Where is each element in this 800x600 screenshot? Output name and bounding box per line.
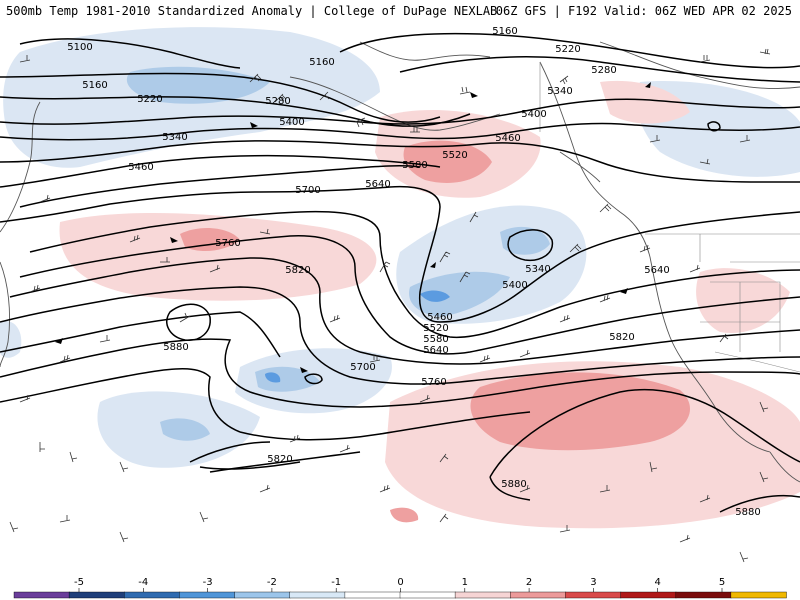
contour-label: 5400 (502, 280, 527, 291)
colorbar-segment (124, 591, 181, 599)
colorbar-tick-labels: -5 -4 -3 -2 -1 0 1 2 3 4 5 (74, 577, 725, 592)
colorbar-segments (13, 591, 787, 599)
contour-label: 5160 (492, 26, 517, 37)
contour-label: 5220 (137, 94, 162, 105)
colorbar-segment (675, 591, 732, 599)
colorbar-segment (565, 591, 622, 599)
colorbar-segment (730, 591, 787, 599)
colorbar-tick-label: 1 (462, 577, 468, 588)
contour-label: 5340 (547, 86, 572, 97)
colorbar-tick-label: 2 (526, 577, 532, 588)
contour-label: 5700 (295, 185, 320, 196)
anomaly-colorbar: -5 -4 -3 -2 -1 0 1 2 3 4 5 (0, 573, 800, 600)
contour-label: 5820 (609, 332, 634, 343)
contour-label: 5280 (591, 65, 616, 76)
contour-label: 5100 (67, 42, 92, 53)
contour-label: 5580 (402, 160, 427, 171)
colorbar-segment (13, 591, 70, 599)
colorbar-tick-label: -1 (331, 577, 341, 588)
contour-label: 5880 (163, 342, 188, 353)
map-title: 500mb Temp 1981-2010 Standardized Anomal… (6, 4, 498, 18)
colorbar-tick-label: 4 (655, 577, 661, 588)
height-contours (0, 32, 800, 513)
contour-label: 5820 (285, 265, 310, 276)
colorbar-tick-label: 3 (590, 577, 596, 588)
weather-map: 5100 5160 5160 5160 5220 5220 5280 5280 5340 5340… (0, 22, 800, 573)
colorbar-segment (620, 591, 677, 599)
contour-label: 5640 (644, 265, 669, 276)
colorbar-segment (68, 591, 125, 599)
colorbar-tick-label: -4 (138, 577, 148, 588)
wind-barbs (9, 48, 771, 563)
model-valid-time: 06Z GFS | F192 Valid: 06Z WED APR 02 202… (495, 4, 792, 18)
contour-label: 5580 (423, 334, 448, 345)
wind-flags (55, 82, 651, 373)
contour-label: 5460 (128, 162, 153, 173)
contour-label: 5400 (279, 117, 304, 128)
colorbar-segment (289, 591, 346, 599)
contour-label: 5460 (495, 133, 520, 144)
colorbar-segment (399, 591, 456, 599)
contour-label: 5820 (267, 454, 292, 465)
contour-label: 5520 (423, 323, 448, 334)
contour-label: 5700 (350, 362, 375, 373)
colorbar-tick-label: 5 (719, 577, 725, 588)
contour-label: 5160 (82, 80, 107, 91)
contour-label: 5640 (423, 345, 448, 356)
contour-label: 5400 (521, 109, 546, 120)
contour-label: 5760 (215, 238, 240, 249)
colorbar-segment (234, 591, 291, 599)
boundaries (539, 62, 800, 373)
colorbar-segment (344, 591, 401, 599)
contour-label: 5880 (735, 507, 760, 518)
colorbar-tick-label: 0 (397, 577, 403, 588)
map-header: 500mb Temp 1981-2010 Standardized Anomal… (0, 0, 800, 22)
contour-label: 5340 (162, 132, 187, 143)
coastlines (0, 41, 800, 483)
contour-label: 5340 (525, 264, 550, 275)
colorbar-segment (179, 591, 236, 599)
warm-anomaly-central-pacific (59, 212, 377, 301)
contour-label: 5280 (265, 96, 290, 107)
contour-label: 5220 (555, 44, 580, 55)
contour-label: 5880 (501, 479, 526, 490)
colorbar-tick-label: -5 (74, 577, 84, 588)
colorbar-segment (454, 591, 511, 599)
contour-label: 5760 (421, 377, 446, 388)
contour-label: 5160 (309, 57, 334, 68)
contour-label: 5460 (427, 312, 452, 323)
colorbar-segment (510, 591, 567, 599)
contour-labels: 5100 5160 5160 5160 5220 5220 5280 5280 5340 5340… (67, 26, 760, 518)
colorbar-tick-label: -2 (267, 577, 277, 588)
anomaly-shading (0, 27, 800, 529)
contour-label: 5520 (442, 150, 467, 161)
contour-label: 5640 (365, 179, 390, 190)
colorbar-tick-label: -3 (203, 577, 213, 588)
